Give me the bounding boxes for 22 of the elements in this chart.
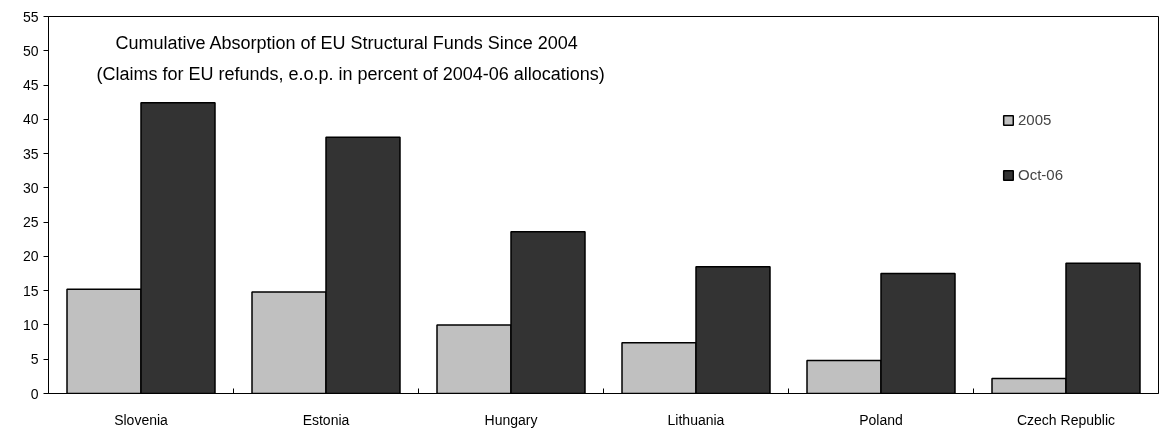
y-tick-label: 0 [30,385,39,402]
legend-label: 2005 [1017,111,1052,128]
x-tick-label: Poland [859,411,903,428]
x-tick-label: Estonia [302,411,350,428]
y-tick-label: 15 [22,282,39,299]
x-tick-label: Czech Republic [1016,411,1116,428]
y-tick-label: 10 [22,316,39,333]
x-tick-label: Slovenia [114,411,169,428]
y-tick-label: 25 [22,214,39,231]
y-tick-label: 45 [22,77,39,94]
legend-label: Oct-06 [1017,166,1063,183]
y-tick-label: 5 [30,351,39,368]
y-tick-label: 30 [22,179,39,196]
y-tick-label: 20 [22,248,39,265]
y-tick-label: 35 [22,145,39,162]
x-tick-label: Lithuania [667,411,725,428]
y-tick-label: 40 [22,111,39,128]
y-tick-label: 55 [22,8,39,25]
text: (Claims for EU refunds, e.o.p. in percent of 2004-06 allocations) [96,63,605,84]
text: Cumulative Absorption of EU Structural Funds Since 2004 [115,32,578,53]
x-tick-label: Hungary [484,411,538,428]
y-tick-label: 50 [22,42,39,59]
